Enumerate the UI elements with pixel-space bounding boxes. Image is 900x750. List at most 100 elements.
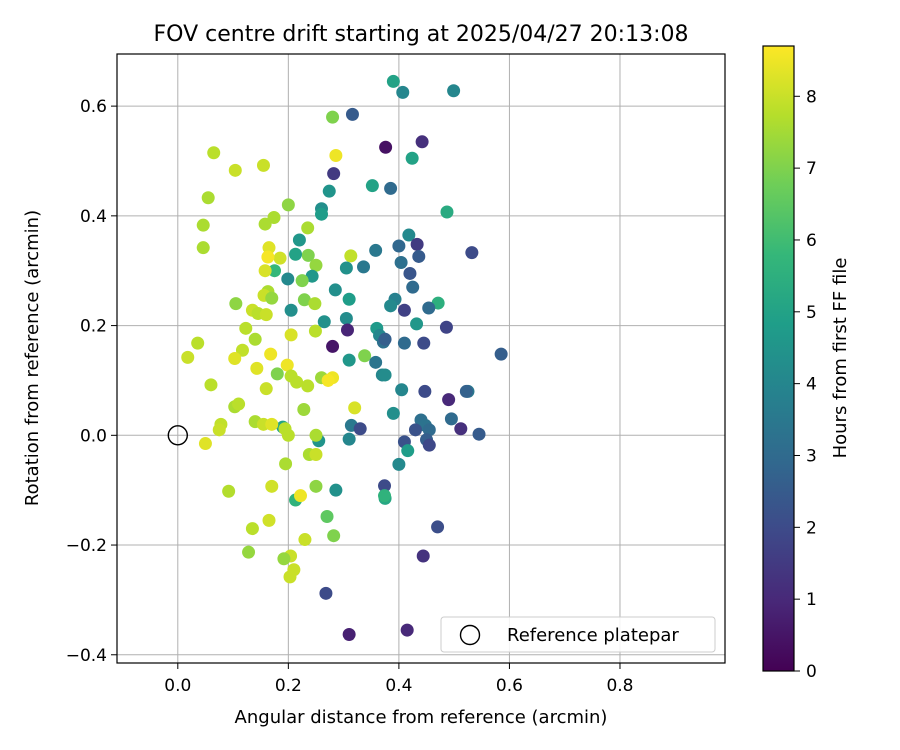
- data-point: [339, 261, 353, 275]
- data-point: [198, 437, 212, 451]
- data-point: [258, 264, 272, 278]
- data-point: [417, 336, 431, 350]
- data-point: [265, 479, 279, 493]
- data-point: [344, 249, 358, 263]
- data-point: [250, 361, 264, 375]
- data-point: [309, 448, 323, 462]
- data-point: [396, 85, 410, 99]
- data-point: [416, 549, 430, 563]
- y-tick-label: 0.4: [80, 207, 107, 227]
- data-point: [321, 373, 335, 387]
- x-tick-label: 0.6: [496, 676, 523, 696]
- data-point: [442, 393, 456, 407]
- data-point: [397, 336, 411, 350]
- scatter-points: [181, 74, 508, 641]
- data-point: [384, 181, 398, 195]
- data-point: [228, 352, 242, 365]
- x-tick-label: 0.0: [164, 676, 191, 696]
- data-point: [301, 221, 315, 235]
- data-point: [418, 384, 432, 398]
- data-point: [342, 292, 356, 306]
- data-point: [386, 74, 400, 88]
- data-point: [229, 297, 243, 311]
- data-point: [259, 382, 273, 396]
- data-point: [378, 368, 392, 382]
- data-point: [412, 249, 426, 263]
- legend-box: [440, 616, 716, 653]
- x-axis-label: Angular distance from reference (arcmin): [235, 707, 608, 728]
- data-point: [326, 110, 340, 124]
- data-point: [339, 311, 353, 325]
- reference-marker: [167, 425, 189, 446]
- data-point: [196, 218, 210, 232]
- data-point: [297, 403, 311, 417]
- data-point: [284, 303, 298, 317]
- colorbar: 0 1 2 3 4 5 6 7 8 Hours from first FF file: [762, 45, 851, 682]
- data-point: [309, 258, 323, 272]
- data-point: [342, 353, 356, 367]
- legend-open-circle-marker: [459, 624, 481, 646]
- data-point: [410, 317, 424, 331]
- data-point: [326, 339, 340, 353]
- data-point: [297, 293, 311, 307]
- legend-label: Reference platepar: [507, 625, 679, 646]
- data-point: [222, 484, 236, 498]
- data-point: [301, 248, 315, 262]
- data-point: [406, 280, 420, 294]
- data-point: [378, 332, 392, 346]
- data-point: [277, 552, 291, 566]
- data-point: [284, 328, 298, 342]
- data-point: [212, 423, 226, 437]
- data-point: [454, 422, 468, 436]
- data-point: [365, 179, 379, 193]
- data-point: [298, 533, 312, 547]
- colorbar-label: Hours from first FF file: [830, 258, 851, 459]
- data-point: [392, 239, 406, 253]
- data-point: [320, 510, 334, 524]
- data-point: [392, 457, 406, 471]
- data-point: [204, 378, 218, 392]
- data-point: [415, 135, 429, 149]
- data-point: [305, 269, 319, 283]
- data-point: [308, 324, 322, 338]
- data-point: [262, 513, 276, 527]
- data-point: [261, 250, 275, 264]
- chart-title: FOV centre drift starting at 2025/04/27 …: [154, 22, 689, 47]
- data-point: [345, 107, 359, 121]
- data-point: [342, 627, 356, 641]
- data-point: [264, 347, 278, 361]
- data-point: [400, 623, 414, 637]
- data-point: [327, 529, 341, 543]
- data-point: [245, 522, 259, 536]
- data-point: [342, 432, 356, 446]
- data-point: [279, 457, 293, 471]
- y-tick-label: −0.2: [66, 536, 107, 556]
- data-point: [181, 350, 195, 364]
- data-point: [201, 191, 215, 205]
- plot-area-frame: [116, 53, 726, 664]
- data-point: [232, 397, 246, 411]
- data-point: [378, 479, 392, 493]
- colorbar-ticks: 0 1 2 3 4 5 6 7 8: [794, 87, 817, 682]
- x-tick-label: 0.8: [606, 676, 633, 696]
- data-point: [422, 301, 436, 315]
- data-point: [270, 367, 284, 381]
- y-tick-label: 0.0: [80, 426, 107, 446]
- colorbar-tick-label: 1: [806, 590, 817, 610]
- colorbar-tick-label: 4: [806, 375, 817, 395]
- data-point: [422, 438, 436, 452]
- data-point: [369, 243, 383, 257]
- data-point: [340, 323, 354, 337]
- data-point: [403, 266, 417, 280]
- data-point: [259, 308, 273, 322]
- data-point: [444, 412, 458, 426]
- data-point: [494, 347, 508, 361]
- data-point: [294, 489, 308, 503]
- data-point: [379, 140, 393, 154]
- colorbar-tick-label: 0: [806, 662, 817, 682]
- data-point: [280, 358, 294, 372]
- data-point: [472, 427, 486, 441]
- data-point: [295, 274, 309, 288]
- data-point: [386, 406, 400, 420]
- data-point: [328, 283, 342, 297]
